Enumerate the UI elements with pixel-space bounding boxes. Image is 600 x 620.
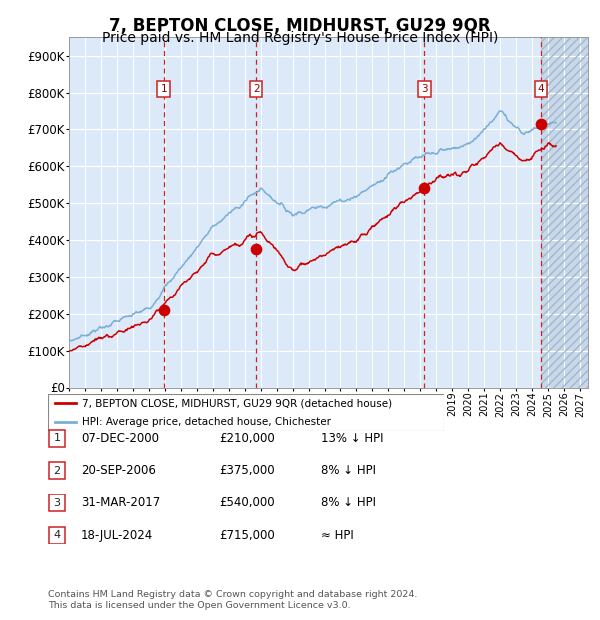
Text: 7, BEPTON CLOSE, MIDHURST, GU29 9QR (detached house): 7, BEPTON CLOSE, MIDHURST, GU29 9QR (det… xyxy=(82,398,392,408)
FancyBboxPatch shape xyxy=(48,394,444,431)
Text: HPI: Average price, detached house, Chichester: HPI: Average price, detached house, Chic… xyxy=(82,417,331,427)
Text: 1: 1 xyxy=(53,433,61,443)
FancyBboxPatch shape xyxy=(49,494,65,512)
Text: 1: 1 xyxy=(160,84,167,94)
Point xyxy=(159,305,169,315)
Text: £375,000: £375,000 xyxy=(219,464,275,477)
Text: 2: 2 xyxy=(253,84,259,94)
Text: 4: 4 xyxy=(538,84,544,94)
Text: 8% ↓ HPI: 8% ↓ HPI xyxy=(321,497,376,509)
Text: 2: 2 xyxy=(53,466,61,476)
Text: 07-DEC-2000: 07-DEC-2000 xyxy=(81,432,159,445)
Text: 4: 4 xyxy=(53,530,61,540)
Text: 20-SEP-2006: 20-SEP-2006 xyxy=(81,464,156,477)
Bar xyxy=(541,37,588,387)
Text: £715,000: £715,000 xyxy=(219,529,275,541)
Point xyxy=(419,184,429,193)
Text: 13% ↓ HPI: 13% ↓ HPI xyxy=(321,432,383,445)
FancyBboxPatch shape xyxy=(49,430,65,447)
Text: Contains HM Land Registry data © Crown copyright and database right 2024.
This d: Contains HM Land Registry data © Crown c… xyxy=(48,590,418,609)
Text: £540,000: £540,000 xyxy=(219,497,275,509)
Text: ≈ HPI: ≈ HPI xyxy=(321,529,354,541)
FancyBboxPatch shape xyxy=(49,526,65,544)
Point xyxy=(251,244,261,254)
Text: 3: 3 xyxy=(53,498,61,508)
Text: 7, BEPTON CLOSE, MIDHURST, GU29 9QR: 7, BEPTON CLOSE, MIDHURST, GU29 9QR xyxy=(109,17,491,35)
Text: 3: 3 xyxy=(421,84,428,94)
Text: 31-MAR-2017: 31-MAR-2017 xyxy=(81,497,160,509)
Text: £210,000: £210,000 xyxy=(219,432,275,445)
FancyBboxPatch shape xyxy=(49,462,65,479)
Text: 18-JUL-2024: 18-JUL-2024 xyxy=(81,529,153,541)
Bar xyxy=(541,37,588,387)
Text: 8% ↓ HPI: 8% ↓ HPI xyxy=(321,464,376,477)
Point xyxy=(536,119,545,129)
Text: Price paid vs. HM Land Registry's House Price Index (HPI): Price paid vs. HM Land Registry's House … xyxy=(102,31,498,45)
